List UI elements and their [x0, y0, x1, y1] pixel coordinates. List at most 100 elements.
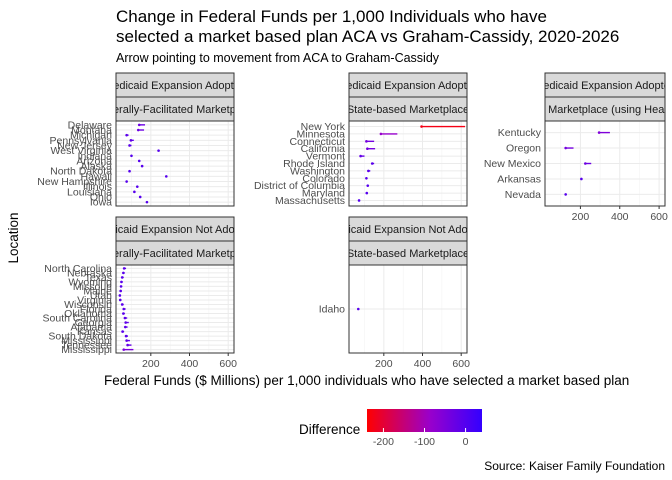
- graham-cassidy-point: [129, 139, 133, 142]
- graham-cassidy-point: [137, 123, 141, 127]
- graham-cassidy-point: [580, 177, 583, 181]
- y-tick-label: Massachusetts: [275, 195, 345, 207]
- y-tick-label: Vermont: [306, 151, 345, 163]
- graham-cassidy-point: [584, 162, 587, 165]
- graham-cassidy-point: [118, 294, 122, 297]
- facet-strip-label: Medicaid Expansion Adopted: [104, 80, 246, 92]
- y-tick-label: Arizona: [76, 155, 112, 167]
- panel-border: [348, 264, 468, 354]
- y-tick-label: Montana: [71, 125, 112, 137]
- graham-cassidy-point: [121, 330, 124, 333]
- y-tick-label: Iowa: [90, 197, 112, 209]
- legend: Difference -200 -100 0: [299, 409, 482, 448]
- chart-subtitle: Arrow pointing to movement from ACA to G…: [116, 51, 440, 65]
- y-tick-label: Colorado: [302, 173, 345, 185]
- facet-strip-label: Medicaid Expansion Adopted: [337, 80, 479, 92]
- chart-title-line2: selected a market based plan ACA vs Grah…: [116, 27, 619, 46]
- facet-strip-label: Medicaid Expansion Not Adopted: [327, 224, 489, 236]
- facet-strip: [115, 72, 235, 98]
- x-tick-label: 400: [181, 358, 199, 370]
- graham-cassidy-point: [124, 321, 127, 324]
- facet-strip-label: State-based Marketplace: [347, 248, 469, 260]
- y-tick-label: North Carolina: [44, 263, 112, 275]
- y-tick-label: Arkansas: [497, 173, 541, 185]
- y-tick-label: Wisconsin: [64, 299, 112, 311]
- x-tick-label: 200: [572, 211, 590, 223]
- y-tick-label: Connecticut: [290, 136, 346, 148]
- y-tick-label: South Carolina: [43, 313, 113, 325]
- chart-caption: Source: Kaiser Family Foundation: [484, 459, 665, 473]
- graham-cassidy-point: [365, 140, 368, 143]
- facet-strip-label: State-based Marketplace: [347, 104, 469, 116]
- chart-title-line1: Change in Federal Funds per 1,000 Indivi…: [116, 7, 547, 26]
- facet-panel-3: Medicaid Expansion Adopted State-based Ma…: [484, 72, 672, 223]
- graham-cassidy-point: [356, 307, 360, 311]
- graham-cassidy-point: [164, 175, 168, 178]
- legend-tick-label: -200: [373, 436, 394, 448]
- legend-title: Difference: [299, 422, 360, 437]
- y-tick-label: Oklahoma: [64, 308, 112, 320]
- facet-strip: [348, 240, 468, 266]
- facet-strip: [348, 216, 468, 242]
- graham-cassidy-point: [365, 191, 369, 195]
- y-tick-label: North Dakota: [50, 166, 112, 178]
- panel-border: [115, 264, 235, 354]
- graham-cassidy-point: [122, 271, 125, 275]
- graham-cassidy-point: [128, 169, 131, 173]
- legend-tick-label: 0: [463, 436, 469, 448]
- y-tick-label: Florida: [80, 304, 112, 316]
- y-tick-label: Ohio: [90, 191, 112, 203]
- graham-cassidy-point: [118, 298, 122, 302]
- facet-strip-label: State-based Marketplace (using HealthCar…: [486, 104, 672, 116]
- facet-panel-5: Medicaid Expansion Not Adopted State-base…: [319, 216, 489, 370]
- graham-cassidy-point: [133, 190, 136, 194]
- y-tick-label: Mississippi: [61, 335, 112, 347]
- y-tick-label: Rhode Island: [283, 158, 345, 170]
- y-tick-label: Hawaii: [80, 171, 112, 183]
- y-tick-label: Delaware: [68, 119, 113, 131]
- y-tick-label: New York: [301, 121, 346, 133]
- graham-cassidy-point: [135, 185, 139, 188]
- y-tick-label: Mississippi: [61, 344, 112, 356]
- y-tick-label: Wyoming: [68, 276, 112, 288]
- facet-strip: [115, 216, 235, 242]
- graham-cassidy-point: [357, 199, 361, 202]
- y-tick-label: Illinois: [83, 181, 112, 193]
- graham-cassidy-point: [157, 149, 160, 152]
- facet-strip-label: Federally-Facilitated Marketplace: [94, 104, 256, 116]
- y-tick-label: Nebraska: [67, 267, 112, 279]
- graham-cassidy-point: [124, 334, 128, 338]
- facet-strip: [115, 96, 235, 122]
- graham-cassidy-point: [365, 176, 368, 180]
- graham-cassidy-point: [119, 285, 123, 288]
- facet-strip: [348, 72, 468, 98]
- graham-cassidy-point: [128, 144, 131, 147]
- y-tick-label: New Jersey: [57, 140, 113, 152]
- y-tick-label: District of Columbia: [254, 180, 345, 192]
- graham-cassidy-point: [597, 131, 601, 134]
- facet-strip: [544, 72, 666, 98]
- graham-cassidy-point: [125, 339, 128, 342]
- y-tick-label: Texas: [85, 272, 112, 284]
- graham-cassidy-point: [123, 316, 127, 320]
- y-tick-label: Maine: [83, 285, 112, 297]
- graham-cassidy-point: [122, 307, 126, 311]
- facet-strip-label: Medicaid Expansion Not Adopted: [94, 224, 256, 236]
- y-tick-label: Indiana: [78, 150, 113, 162]
- y-tick-label: Washington: [290, 165, 345, 177]
- graham-cassidy-point: [126, 343, 129, 347]
- panel-border: [544, 120, 666, 207]
- facet-strip: [544, 96, 666, 122]
- y-tick-label: Minnesota: [297, 128, 346, 140]
- graham-cassidy-point: [138, 195, 142, 199]
- y-axis-title: Location: [6, 212, 21, 263]
- y-tick-label: Utah: [90, 290, 112, 302]
- graham-cassidy-point: [123, 325, 127, 329]
- graham-cassidy-point: [367, 169, 370, 173]
- graham-cassidy-point: [140, 164, 144, 168]
- graham-cassidy-point: [137, 159, 141, 163]
- y-tick-label: Idaho: [319, 304, 345, 316]
- graham-cassidy-point: [564, 193, 567, 196]
- graham-cassidy-point: [120, 276, 124, 279]
- facet-panel-2: Medicaid Expansion Adopted State-based Ma…: [254, 72, 479, 207]
